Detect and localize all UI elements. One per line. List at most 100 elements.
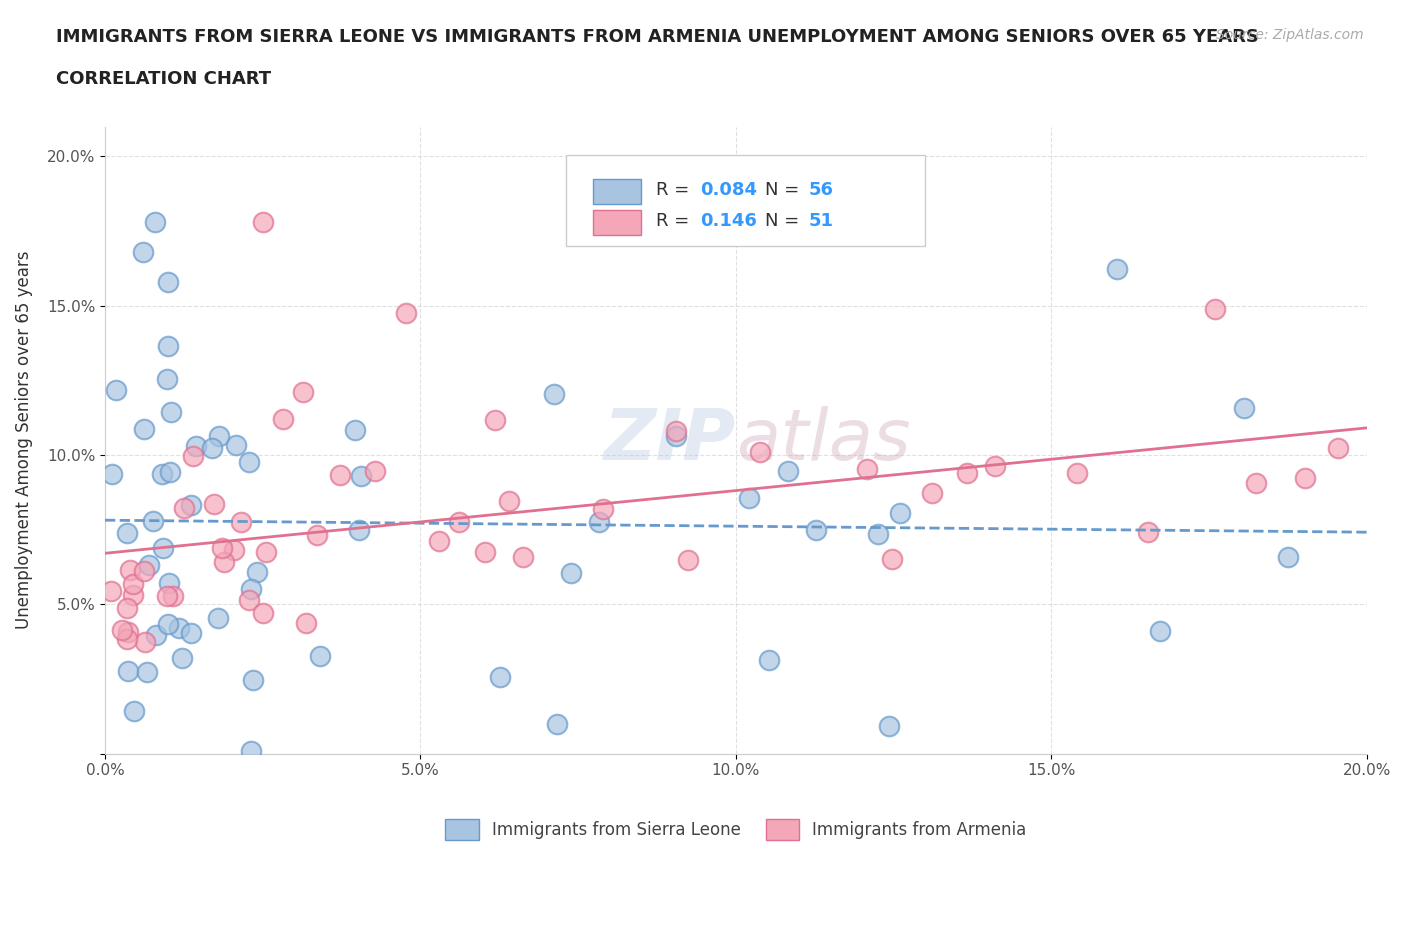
- Point: [877, 719, 900, 734]
- Text: 0.084: 0.084: [700, 181, 758, 199]
- Point: [181, 449, 204, 464]
- Point: [169, 620, 191, 635]
- Point: [347, 523, 370, 538]
- Point: [115, 526, 138, 541]
- Text: IMMIGRANTS FROM SIERRA LEONE VS IMMIGRANTS FROM ARMENIA UNEMPLOYMENT AMONG SENIO: IMMIGRANTS FROM SIERRA LEONE VS IMMIGRAN…: [56, 28, 1260, 46]
- Point: [101, 467, 124, 482]
- Y-axis label: Unemployment Among Seniors over 65 years: Unemployment Among Seniors over 65 years: [15, 251, 32, 630]
- Point: [207, 611, 229, 626]
- Point: [1277, 550, 1299, 565]
- Point: [588, 514, 610, 529]
- Point: [1294, 471, 1316, 485]
- Point: [889, 506, 911, 521]
- Point: [309, 648, 332, 663]
- Point: [956, 466, 979, 481]
- Point: [758, 652, 780, 667]
- Point: [208, 429, 231, 444]
- Text: ZIP: ZIP: [603, 405, 735, 474]
- Point: [211, 540, 233, 555]
- Point: [180, 626, 202, 641]
- Point: [488, 670, 510, 684]
- Point: [307, 527, 329, 542]
- Point: [117, 664, 139, 679]
- Point: [157, 339, 180, 353]
- Point: [212, 555, 235, 570]
- Point: [291, 384, 314, 399]
- Text: R =: R =: [657, 212, 696, 231]
- Text: Source: ZipAtlas.com: Source: ZipAtlas.com: [1216, 28, 1364, 42]
- Point: [118, 563, 141, 578]
- Point: [364, 463, 387, 478]
- Point: [134, 635, 156, 650]
- Text: CORRELATION CHART: CORRELATION CHART: [56, 70, 271, 87]
- Point: [1149, 623, 1171, 638]
- Text: R =: R =: [657, 181, 696, 199]
- Point: [100, 584, 122, 599]
- Point: [145, 628, 167, 643]
- Point: [1233, 401, 1256, 416]
- Point: [395, 306, 418, 321]
- Point: [184, 438, 207, 453]
- Point: [159, 465, 181, 480]
- Point: [239, 582, 262, 597]
- Point: [134, 421, 156, 436]
- Point: [984, 458, 1007, 473]
- Point: [142, 514, 165, 529]
- Text: N =: N =: [765, 181, 804, 199]
- Point: [117, 624, 139, 639]
- Point: [202, 497, 225, 512]
- Point: [1066, 465, 1088, 480]
- Point: [665, 423, 688, 438]
- Point: [749, 445, 772, 459]
- Point: [665, 429, 688, 444]
- Point: [252, 605, 274, 620]
- Text: 51: 51: [808, 212, 834, 231]
- Point: [484, 413, 506, 428]
- Point: [180, 498, 202, 512]
- Point: [240, 743, 263, 758]
- Point: [543, 386, 565, 401]
- Point: [676, 552, 699, 567]
- Point: [1244, 476, 1267, 491]
- Point: [150, 466, 173, 481]
- Point: [157, 576, 180, 591]
- Point: [778, 463, 800, 478]
- Point: [238, 455, 260, 470]
- Text: atlas: atlas: [735, 405, 911, 474]
- Point: [138, 557, 160, 572]
- Point: [427, 534, 450, 549]
- Point: [1136, 525, 1159, 539]
- Point: [474, 545, 496, 560]
- Point: [273, 411, 295, 426]
- Point: [156, 588, 179, 603]
- Point: [201, 441, 224, 456]
- Point: [1107, 261, 1129, 276]
- Point: [254, 544, 277, 559]
- Point: [132, 245, 155, 259]
- Point: [804, 523, 827, 538]
- Text: N =: N =: [765, 212, 804, 231]
- FancyBboxPatch shape: [593, 179, 641, 204]
- Point: [738, 490, 761, 505]
- Point: [225, 437, 247, 452]
- Point: [855, 461, 877, 476]
- Point: [329, 468, 352, 483]
- Point: [1204, 302, 1226, 317]
- Point: [104, 382, 127, 397]
- Point: [152, 540, 174, 555]
- Point: [145, 215, 167, 230]
- Point: [173, 501, 195, 516]
- Point: [498, 494, 520, 509]
- Point: [132, 564, 155, 578]
- Point: [115, 601, 138, 616]
- Point: [231, 514, 253, 529]
- Point: [156, 617, 179, 631]
- Point: [242, 672, 264, 687]
- Point: [295, 616, 318, 631]
- Point: [546, 717, 568, 732]
- Point: [880, 551, 903, 566]
- Point: [921, 485, 943, 500]
- FancyBboxPatch shape: [593, 210, 641, 235]
- Point: [592, 501, 614, 516]
- Point: [121, 588, 143, 603]
